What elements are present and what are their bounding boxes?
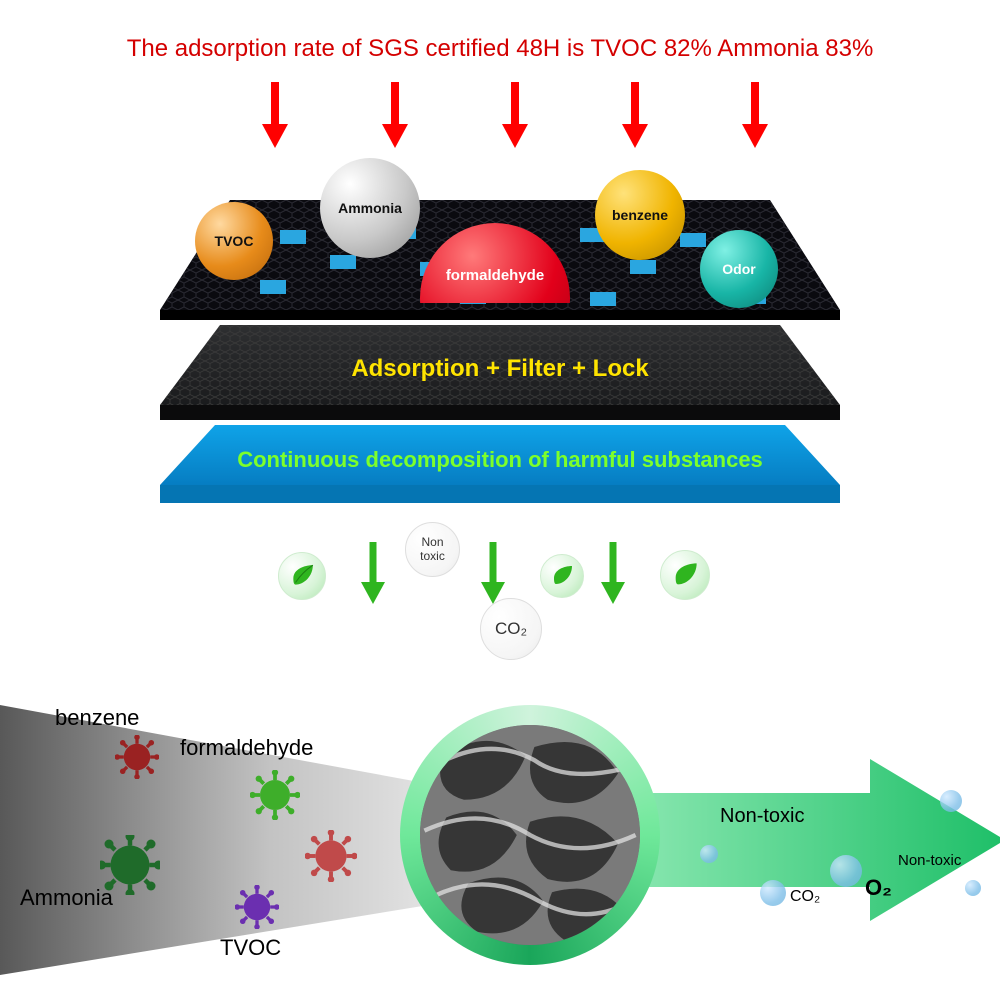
flow-ammonia-label: Ammonia (20, 885, 113, 911)
flow-tvoc-label: TVOC (220, 935, 281, 961)
purification-flow: benzene formaldehyde Ammonia TVOC (0, 680, 1000, 1000)
layer-middle: Adsorption + Filter + Lock (160, 325, 840, 420)
o2-bubble-icon (965, 880, 981, 896)
headline: The adsorption rate of SGS certified 48H… (0, 35, 1000, 63)
pollutant-ammonia: Ammonia (320, 158, 420, 258)
out-co2: CO₂ (790, 888, 820, 906)
flow-benzene-label: benzene (55, 705, 139, 731)
o2-bubble-icon (700, 845, 718, 863)
virus-icon (235, 885, 279, 929)
co2-bubble: CO₂ (480, 598, 542, 660)
leaf-bubble-icon (278, 552, 326, 600)
pollutant-formaldehyde: formaldehyde (420, 223, 570, 303)
red-arrows-row (260, 80, 740, 170)
o2-bubble-icon (940, 790, 962, 812)
flow-formaldehyde-label: formaldehyde (180, 735, 313, 761)
virus-icon (305, 830, 357, 882)
non-toxic-bubble: Non toxic (405, 522, 460, 577)
leaf-bubble-icon (660, 550, 710, 600)
out-non-toxic-1: Non-toxic (720, 805, 804, 828)
o2-bubble-icon (760, 880, 786, 906)
pollutant-tvoc: TVOC (195, 202, 273, 280)
pollutant-odor: Odor (700, 230, 778, 308)
pollutant-benzene: benzene (595, 170, 685, 260)
virus-icon (250, 770, 300, 820)
out-o2: O₂ (865, 875, 892, 901)
layer-bottom-label: Continuous decomposition of harmful subs… (160, 447, 840, 473)
leaf-bubble-icon (540, 554, 584, 598)
green-output-row: Non toxic CO₂ (290, 540, 720, 640)
layer-bottom: Continuous decomposition of harmful subs… (160, 425, 840, 503)
layer-middle-label: Adsorption + Filter + Lock (160, 355, 840, 383)
carbon-pore-circle (400, 705, 660, 965)
out-non-toxic-2: Non-toxic (898, 852, 961, 869)
virus-icon (115, 735, 159, 779)
o2-bubble-icon (830, 855, 862, 887)
virus-icon (100, 835, 160, 895)
